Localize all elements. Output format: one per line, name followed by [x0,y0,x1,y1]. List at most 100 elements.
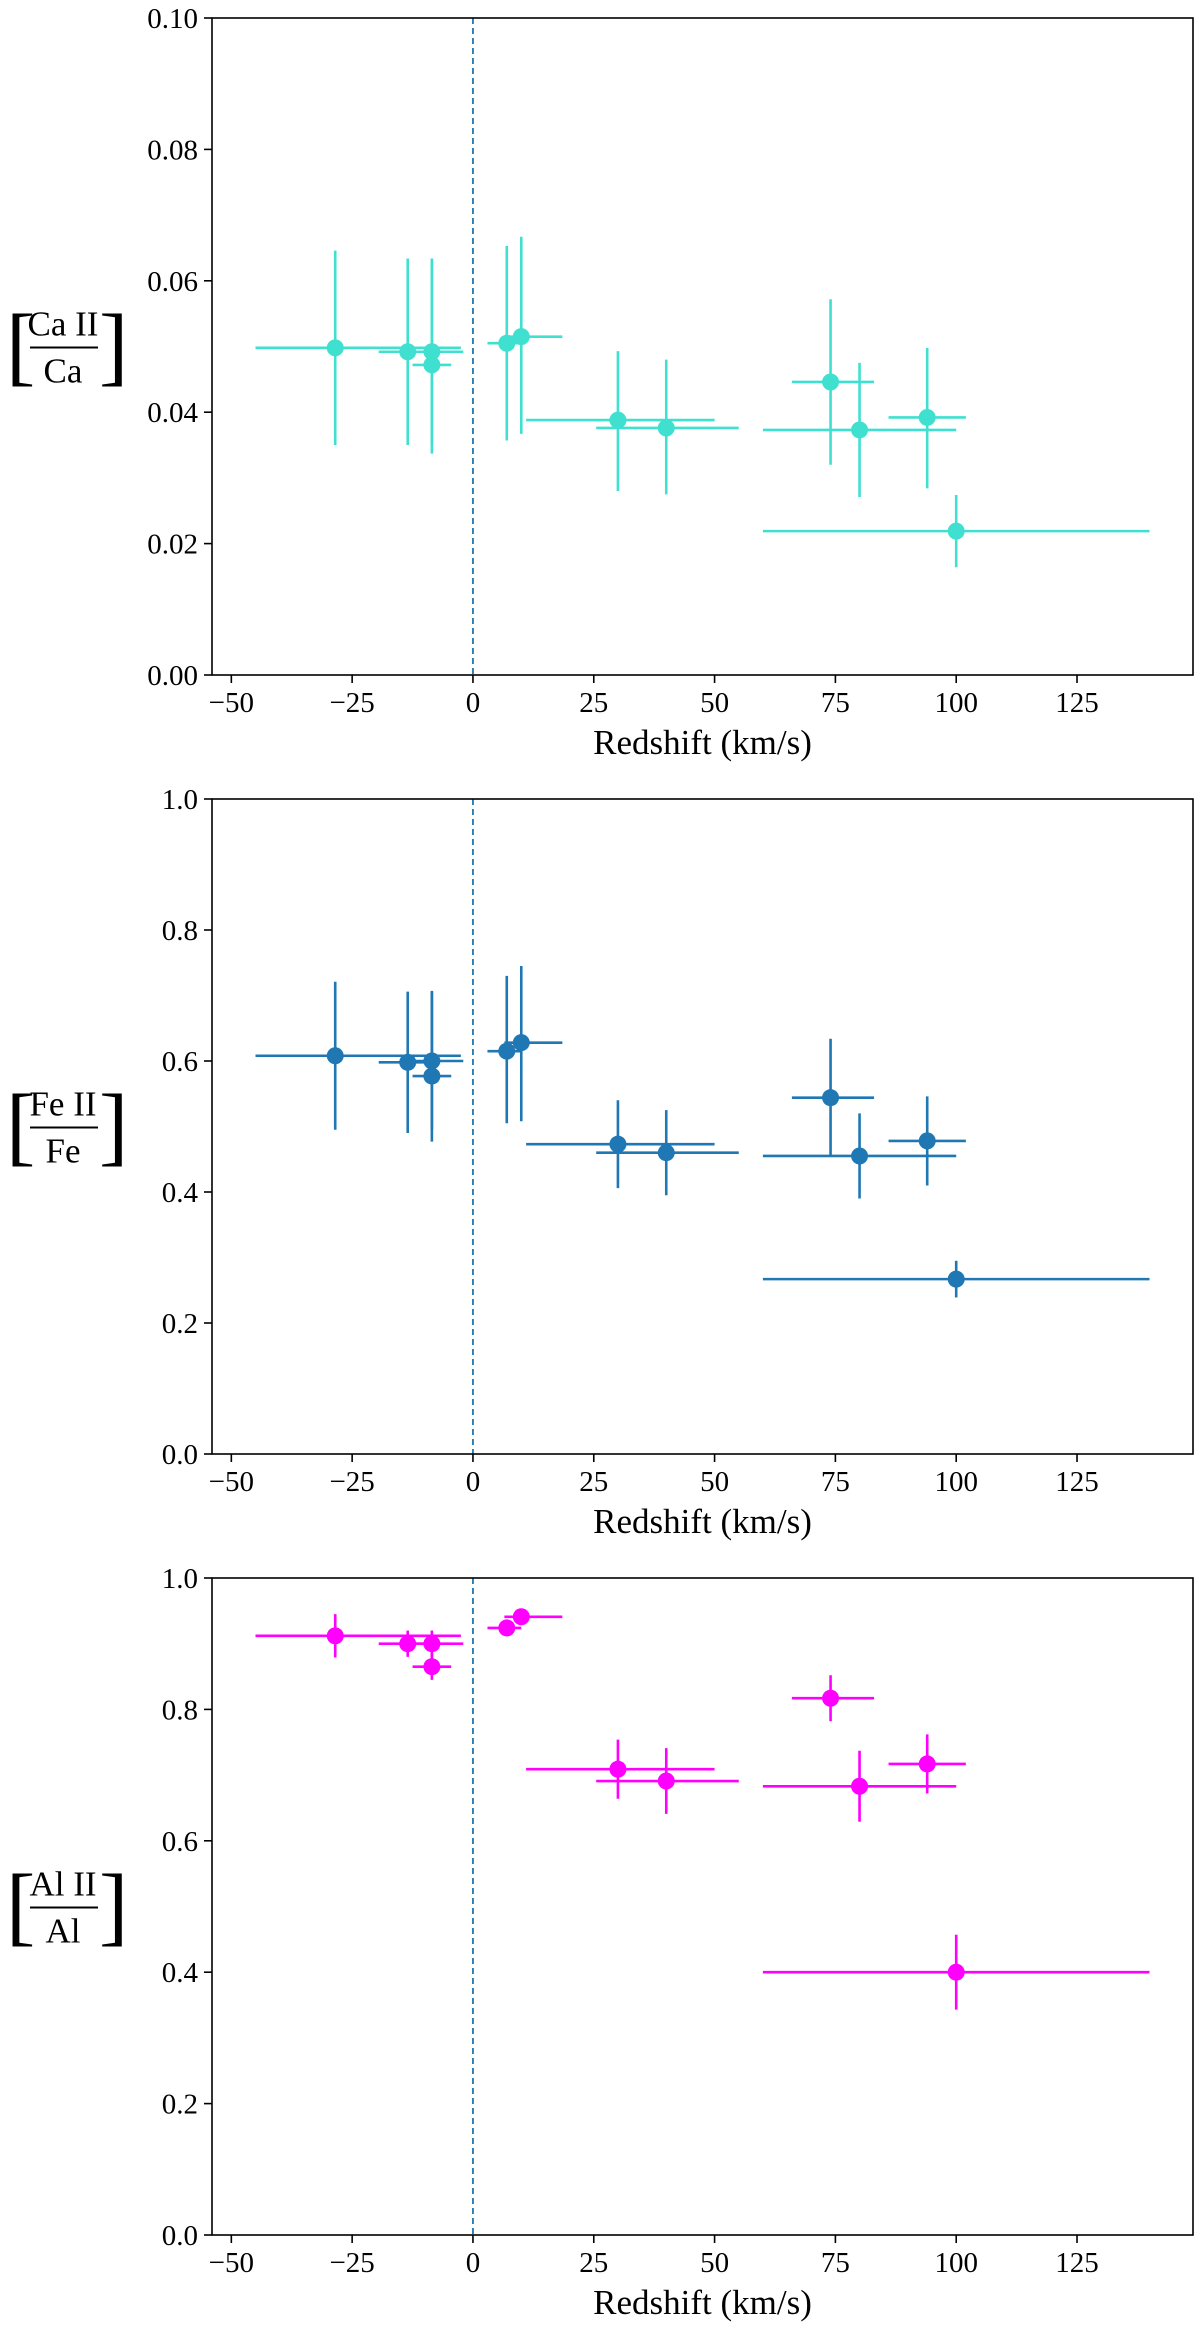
data-marker [918,1755,936,1773]
data-marker [326,1627,344,1645]
x-tick-label: 25 [579,687,608,719]
data-point-8 [596,1748,739,1814]
y-tick-label: 0.08 [147,134,198,166]
data-marker [399,1053,417,1071]
data-point-12 [762,1934,1150,2010]
x-tick-label: 75 [821,2247,850,2279]
data-marker [498,1042,516,1060]
data-point-3 [402,1630,464,1657]
x-tick-label: 50 [700,1466,729,1498]
y-axis-label: [Al II Al] [6,1858,128,1955]
y-tick-label: 1.0 [162,784,198,816]
y-label-left-bracket: [ [6,298,35,395]
y-tick-label: 0.10 [147,3,198,35]
data-marker [423,356,441,374]
data-marker [498,334,516,352]
data-marker [947,1270,965,1288]
data-point-9 [791,1675,875,1722]
y-label-right-bracket: ] [99,1858,128,1955]
data-marker [609,411,627,429]
data-point-10 [762,362,957,497]
x-tick-label: 75 [821,687,850,719]
y-tick-label: 0.06 [147,266,198,298]
x-tick-label: 125 [1055,687,1099,719]
data-point-10 [762,1750,957,1822]
x-tick-label: 75 [821,1466,850,1498]
data-marker [498,1619,516,1637]
data-marker [851,1777,869,1795]
data-point-1 [255,1614,461,1658]
x-tick-label: 0 [466,687,481,719]
y-label-numerator: Al II [29,1865,96,1904]
chart-panel-3: −50 −25 0 25 50 75 100 125 0.0 0.2 0.4 0.6 0.8 1.0 Red… [6,1563,1194,2322]
data-marker [822,373,840,391]
x-tick-label: 50 [700,2247,729,2279]
data-point-4 [412,258,452,454]
data-point-11 [888,1096,966,1186]
x-tick-label: −50 [209,2247,254,2279]
chart-panel-2: −50 −25 0 25 50 75 100 125 0.0 0.2 0.4 0.6 0.8 1.0 Red… [6,784,1194,1541]
x-tick-label: −25 [329,687,374,719]
data-point-10 [762,1113,957,1199]
y-label-right-bracket: ] [99,1078,128,1175]
data-point-8 [596,359,739,495]
data-marker [657,1772,675,1790]
x-tick-label: 100 [934,1466,978,1498]
data-marker [918,408,936,426]
data-point-7 [526,1739,715,1799]
axes-frame [211,798,1194,1455]
data-point-11 [888,1734,966,1794]
data-point-6 [504,966,563,1122]
y-tick-label: 0.6 [162,1046,198,1078]
data-marker [851,421,869,439]
x-tick-label: 25 [579,2247,608,2279]
y-label-denominator: Ca [44,352,83,391]
data-point-6 [504,1608,563,1626]
y-tick-label: 0.8 [162,915,198,947]
data-point-6 [504,236,563,434]
data-point-11 [888,347,966,489]
y-tick-label: 0.2 [162,1308,198,1340]
x-tick-label: 100 [934,687,978,719]
y-tick-label: 1.0 [162,1563,198,1595]
data-marker [326,339,344,357]
x-tick-label: −25 [329,1466,374,1498]
data-marker [822,1689,840,1707]
x-axis-label: Redshift (km/s) [593,2283,812,2322]
axes-frame [211,17,1194,676]
y-axis-label: [Ca II Ca] [6,298,128,395]
x-tick-label: 50 [700,687,729,719]
x-tick-label: 0 [466,1466,481,1498]
x-tick-label: 100 [934,2247,978,2279]
x-tick-label: −50 [209,1466,254,1498]
y-tick-label: 0.0 [162,2220,198,2252]
y-tick-label: 0.0 [162,1439,198,1471]
x-tick-label: 125 [1055,2247,1099,2279]
x-tick-label: 0 [466,2247,481,2279]
data-point-7 [526,351,715,492]
y-label-denominator: Fe [46,1132,81,1171]
data-marker [512,328,530,346]
y-label-numerator: Fe II [29,1085,96,1124]
data-point-9 [791,1038,875,1157]
y-label-left-bracket: [ [6,1078,35,1175]
data-point-8 [596,1110,739,1196]
x-axis-label: Redshift (km/s) [593,723,812,762]
y-tick-label: 0.8 [162,1694,198,1726]
y-tick-label: 0.2 [162,2089,198,2121]
y-label-left-bracket: [ [6,1858,35,1955]
y-tick-label: 0.4 [162,1957,199,1989]
data-marker [918,1132,936,1150]
y-label-denominator: Al [46,1912,81,1951]
data-marker [423,1658,441,1676]
data-point-5 [487,975,522,1124]
y-tick-label: 0.02 [147,529,198,561]
data-point-7 [526,1100,715,1189]
data-marker [947,522,965,540]
y-tick-label: 0.04 [147,397,198,429]
data-point-5 [487,245,522,441]
data-marker [947,1963,965,1981]
data-marker [512,1608,530,1626]
data-marker [326,1047,344,1065]
data-point-12 [762,1260,1150,1298]
